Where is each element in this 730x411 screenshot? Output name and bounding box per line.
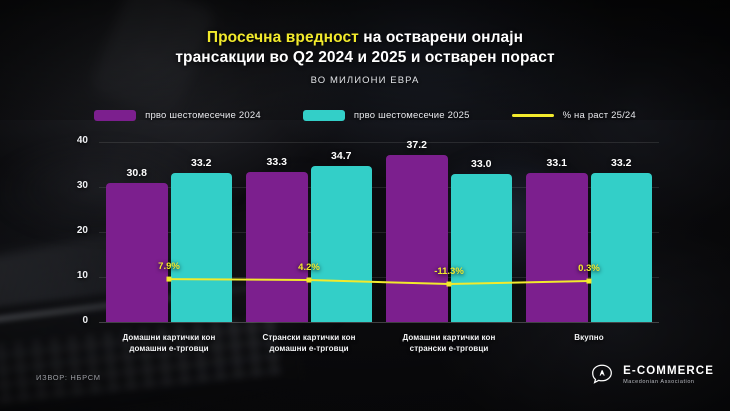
brand-subtitle: Macedonian Association	[623, 379, 695, 386]
chart-title-rest: на остварени онлајн	[358, 29, 524, 46]
growth-percent-label-2: 4.2%	[298, 262, 320, 274]
growth-line-marker-3[interactable]	[446, 281, 452, 287]
growth-line-path	[168, 278, 590, 286]
legend-swatch-2025	[302, 110, 345, 121]
growth-percent-label-3: -11.3%	[434, 266, 464, 278]
chart-header: Просечна вредност на остварени онлајн тр…	[0, 28, 730, 86]
brand-name: E-COMMERCE	[623, 364, 714, 377]
speech-bubble-icon	[592, 364, 613, 384]
brand-logo: E-COMMERCE Macedonian Association	[589, 362, 714, 388]
legend-label-growth: % на раст 25/24	[562, 110, 636, 121]
legend-label-2025: прво шестомесечие 2025	[353, 110, 470, 121]
chart-subtitle: ВО МИЛИОНИ ЕВРА	[310, 75, 420, 86]
growth-line-marker-4[interactable]	[586, 278, 592, 284]
chart-title-highlight: Просечна вредност	[206, 29, 359, 46]
source-note: ИЗВОР: НБРСМ	[36, 373, 101, 382]
growth-percent-label-4: 0.3%	[578, 263, 600, 275]
growth-percent-label-1: 7.9%	[158, 261, 180, 273]
legend-swatch-2024	[94, 110, 137, 121]
legend-item-growth[interactable]: % на раст 25/24	[511, 110, 636, 121]
growth-line-marker-1[interactable]	[166, 276, 172, 282]
chart-title-line1: Просечна вредност на остварени онлајн	[0, 28, 730, 48]
legend-label-2024: прво шестомесечие 2024	[145, 110, 261, 121]
legend-swatch-growth	[511, 114, 554, 117]
brand-text: E-COMMERCE Macedonian Association	[623, 365, 714, 386]
legend-item-2024[interactable]: прво шестомесечие 2024	[94, 110, 261, 121]
legend-item-2025[interactable]: прво шестомесечие 2025	[302, 110, 470, 121]
chart-legend: прво шестомесечие 2024 прво шестомесечие…	[0, 110, 730, 121]
chart-title-line2: трансакции во Q2 2024 и 2025 и остварен …	[175, 49, 555, 66]
growth-line-marker-2[interactable]	[306, 277, 312, 283]
